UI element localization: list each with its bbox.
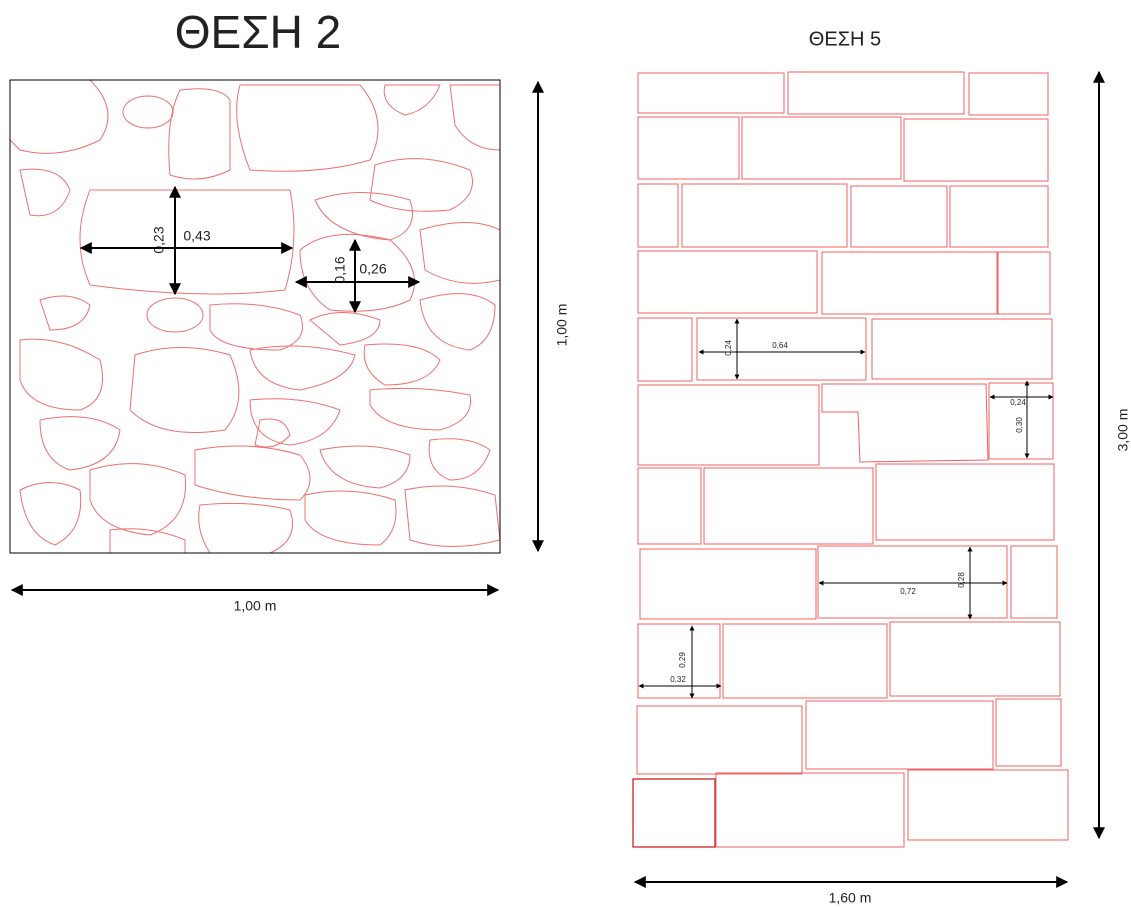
brick-pattern [633, 72, 1068, 847]
dim-label: 0,24 [1010, 398, 1026, 407]
dim-label: 0,24 [724, 340, 733, 356]
left-frame [10, 80, 500, 553]
dim-label: 0,26 [359, 261, 386, 277]
dim-label: 0,43 [183, 228, 210, 244]
dim-label: 0,23 [151, 226, 167, 253]
dim-label: 0,28 [957, 572, 966, 588]
dim-label: 0,32 [670, 675, 686, 684]
dim-label: 0,30 [1015, 417, 1024, 433]
height-label: 1,00 m [554, 304, 570, 347]
right-title: ΘΕΣΗ 5 [809, 28, 881, 50]
left-title: ΘΕΣΗ 2 [175, 6, 341, 58]
drawing-sheet: ΘΕΣΗ 2 0,23 0,43 0,16 0,26 1,00 m 1,00 m… [0, 0, 1131, 909]
height-label: 3,00 m [1115, 409, 1131, 452]
dim-label: 0,16 [332, 256, 348, 283]
width-label: 1,00 m [234, 598, 277, 614]
dim-label: 0,29 [678, 652, 687, 668]
dim-label: 0,64 [772, 341, 788, 350]
dim-label: 0,72 [900, 587, 916, 596]
width-label: 1,60 m [829, 890, 872, 906]
stone-pattern [10, 80, 500, 553]
